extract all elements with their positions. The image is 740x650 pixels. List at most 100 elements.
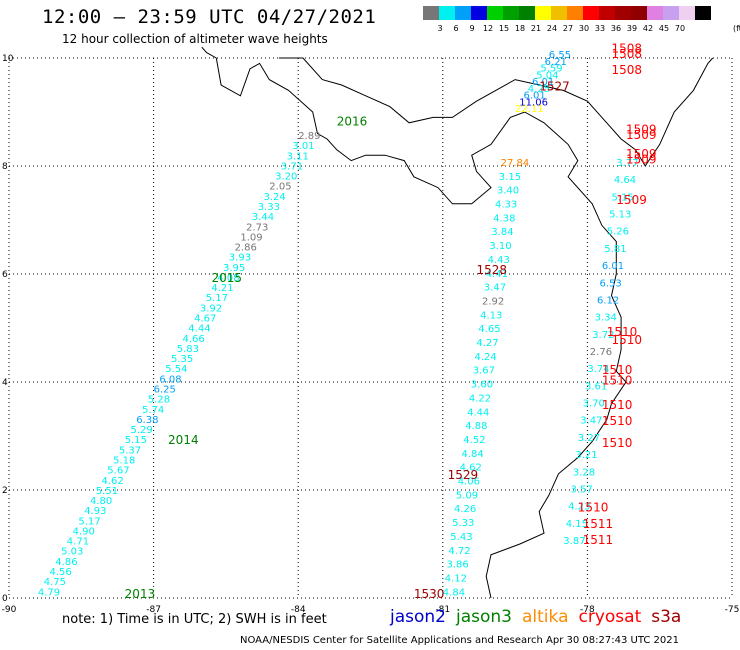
cryosat-time-label: 1509 — [616, 193, 647, 207]
wave-height-label: 3.72 — [592, 330, 614, 341]
wave-height-label: 3.60 — [471, 380, 493, 391]
y-tick-label: 4 — [2, 378, 8, 388]
scale-label: 18 — [514, 24, 526, 33]
scale-swatch — [455, 6, 471, 20]
wave-height-label: 4.67 — [194, 314, 216, 325]
wave-height-label: 4.33 — [495, 200, 517, 211]
wave-height-label: 6.12 — [597, 296, 619, 307]
wave-height-label: 5.51 — [96, 486, 118, 497]
wave-height-label: 4.66 — [183, 334, 205, 345]
wave-height-label: 6.25 — [154, 385, 176, 396]
wave-height-label: 3.74 — [587, 364, 609, 375]
wave-height-label: 5.09 — [456, 490, 478, 501]
wave-height-label: 3.86 — [447, 560, 469, 571]
wave-height-label: 6.21 — [545, 57, 567, 68]
scale-swatch — [647, 6, 663, 20]
wave-height-label: 3.84 — [491, 227, 513, 238]
satellite-legend: jason2 jason3 altika cryosat s3a — [390, 607, 691, 627]
x-tick-label: -75 — [725, 605, 740, 615]
satellite-legend-altika: altika — [522, 607, 569, 627]
x-tick-label: -90 — [2, 605, 17, 615]
scale-swatch — [423, 6, 439, 20]
wave-height-label: 3.47 — [580, 416, 602, 427]
cryosat-time-label: 1510 — [578, 501, 609, 515]
cryosat-time-label: 1510 — [602, 363, 633, 377]
wave-height-label: 3.33 — [258, 202, 280, 213]
wave-height-label: 5.26 — [607, 227, 629, 238]
scale-label: 45 — [658, 24, 670, 33]
cryosat-time-label: 1509 — [626, 128, 657, 142]
wave-height-label: 5.28 — [148, 395, 170, 406]
wave-height-label: 27.84 — [501, 158, 530, 169]
wave-height-label: 4.72 — [448, 546, 470, 557]
scale-label: 21 — [530, 24, 542, 33]
scale-swatch — [599, 6, 615, 20]
wave-height-label: 4.65 — [478, 324, 500, 335]
y-tick-label: 6 — [2, 270, 8, 280]
wave-height-label: 5.03 — [61, 547, 83, 558]
scale-label: 12 — [482, 24, 494, 33]
cryosat-time-label: 1510 — [602, 436, 633, 450]
scale-swatch — [631, 6, 647, 20]
cryosat-time-label: 1510 — [602, 414, 633, 428]
wave-height-label: 11.06 — [519, 97, 548, 108]
cryosat-time-label: 1510 — [607, 325, 638, 339]
wave-height-label: 6.01 — [524, 91, 546, 102]
wave-height-label: 4.90 — [73, 527, 95, 538]
track-time-label: 2014 — [168, 433, 199, 447]
x-tick-label: -84 — [291, 605, 306, 615]
wave-height-label: 3.44 — [252, 212, 274, 223]
wave-height-label: 5.59 — [540, 64, 562, 75]
cryosat-time-label: 1527 — [539, 79, 570, 93]
wave-height-label: 5.43 — [450, 532, 472, 543]
wave-height-label: 5.54 — [165, 364, 187, 375]
coastline — [201, 46, 217, 59]
wave-height-label: 5.17 — [206, 293, 228, 304]
wave-height-label: 5.15 — [125, 435, 147, 446]
scale-label: 3 — [437, 24, 443, 33]
scale-swatch — [567, 6, 583, 20]
scale-swatch — [503, 6, 519, 20]
wave-height-label: 4.06 — [458, 477, 480, 488]
cryosat-time-label: 1508 — [612, 63, 643, 77]
wave-height-label: 4.15 — [566, 519, 588, 530]
scale-swatch — [439, 6, 455, 20]
wave-height-label: 4.23 — [568, 502, 590, 513]
satellite-legend-cryosat: cryosat — [578, 607, 642, 627]
wave-height-label: 3.21 — [575, 450, 597, 461]
wave-height-label: 3.93 — [229, 253, 251, 264]
wave-height-label: 4.62 — [102, 476, 124, 487]
y-tick-label: 10 — [2, 54, 14, 64]
wave-height-label: 4.24 — [475, 352, 497, 363]
wave-height-label: 4.56 — [50, 567, 72, 578]
wave-height-label: 4.44 — [467, 407, 489, 418]
wave-height-label: 5.35 — [171, 354, 193, 365]
wave-height-label: 3.70 — [583, 399, 605, 410]
wave-height-label: 4.08 — [217, 273, 239, 284]
cryosat-time-label: 1509 — [626, 152, 657, 166]
wave-height-label: 2.05 — [269, 182, 291, 193]
wave-height-label: 4.22 — [469, 393, 491, 404]
wave-height-label: 5.37 — [119, 445, 141, 456]
wave-height-label: 4.64 — [614, 175, 636, 186]
wave-height-label: 4.21 — [211, 283, 233, 294]
wave-height-label: 4.75 — [44, 577, 66, 588]
y-tick-label: 0 — [2, 594, 8, 604]
wave-height-label: 4.84 — [443, 587, 465, 598]
wave-height-label: 2.86 — [235, 243, 257, 254]
coastline — [215, 57, 627, 599]
wave-height-label: 22.11 — [515, 104, 544, 115]
wave-height-label: 5.04 — [536, 70, 558, 81]
wave-height-label: 4.79 — [38, 587, 60, 598]
wave-height-label: 4.25 — [528, 84, 550, 95]
wave-height-label: 6.55 — [549, 50, 571, 61]
wave-height-label: 3.47 — [484, 283, 506, 294]
scale-label: 15 — [498, 24, 510, 33]
wave-height-label: 4.44 — [188, 324, 210, 335]
wave-height-label: 4.41 — [486, 269, 508, 280]
scale-swatch — [663, 6, 679, 20]
wave-height-label: 3.27 — [578, 433, 600, 444]
scale-label: 24 — [546, 24, 558, 33]
x-tick-label: -78 — [580, 605, 595, 615]
